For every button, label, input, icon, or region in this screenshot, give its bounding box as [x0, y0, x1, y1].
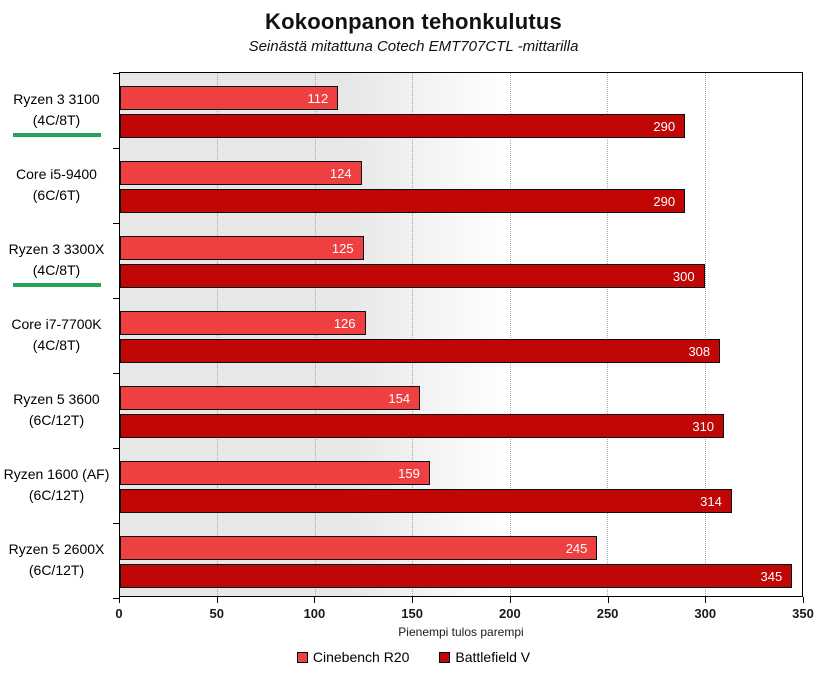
- y-axis-tick: [113, 298, 120, 299]
- legend-swatch: [439, 651, 451, 663]
- x-axis-tick-label: 100: [303, 606, 326, 621]
- y-axis-tick: [113, 448, 120, 449]
- category-label: Ryzen 3 3300X (4C/8T): [0, 222, 113, 297]
- category-cores-threads: (6C/6T): [32, 186, 81, 203]
- category-cores-threads: (4C/8T): [32, 261, 81, 278]
- category-cores-threads: (4C/8T): [32, 336, 81, 353]
- category-cores-threads: (6C/12T): [28, 561, 85, 578]
- category-name: Ryzen 3 3100: [13, 90, 100, 107]
- y-axis-tick: [113, 73, 120, 74]
- highlight-underline: [12, 133, 101, 137]
- x-axis-tick-label: 300: [694, 606, 717, 621]
- category-label: Core i7-7700K (4C/8T): [0, 297, 113, 372]
- x-axis-tick-label: 350: [792, 606, 814, 621]
- x-axis-tick: [119, 597, 120, 603]
- x-axis-tick: [216, 597, 218, 603]
- bar-value-label: 159: [398, 465, 420, 481]
- highlight-underline: [12, 283, 101, 287]
- x-axis-tick-label: 0: [115, 606, 123, 621]
- x-axis-tick-label: 150: [401, 606, 423, 621]
- gridline: [509, 73, 511, 596]
- x-axis-tick-label: 250: [596, 606, 619, 621]
- y-axis-tick: [113, 373, 120, 374]
- bar-value-label: 245: [565, 540, 588, 556]
- category-cores-threads: (6C/12T): [28, 486, 85, 503]
- gridline: [607, 73, 609, 596]
- category-name: Ryzen 3 3300X: [8, 240, 105, 257]
- category-name: Ryzen 5 2600X: [8, 540, 105, 557]
- bar-value-label: 310: [692, 418, 715, 434]
- bar-value-label: 308: [688, 343, 711, 359]
- y-axis-tick: [113, 598, 120, 599]
- y-axis-tick: [113, 523, 120, 524]
- x-axis-tick-label: 50: [209, 606, 224, 621]
- bar-value-label: 290: [653, 193, 676, 209]
- bar-cinebench-r20: 245: [120, 536, 598, 560]
- chart-title: Kokoonpanon tehonkulutus: [265, 9, 562, 34]
- plot-area: 112 290 124 290 125 300 126 308 154 310 159 314 245 3…: [113, 72, 803, 599]
- bar-value-label: 154: [388, 390, 411, 406]
- category-name: Core i7-7700K: [11, 315, 102, 332]
- category-cores-threads: (6C/12T): [28, 411, 85, 428]
- gridline: [412, 73, 414, 596]
- legend-label: Battlefield V: [455, 649, 531, 665]
- bar-battlefield-v: 290: [120, 189, 686, 213]
- category-label: Ryzen 3 3100 (4C/8T): [0, 72, 113, 147]
- bar-cinebench-r20: 126: [120, 311, 366, 335]
- bar-cinebench-r20: 159: [120, 461, 430, 485]
- category-label-column: Ryzen 3 3100 (4C/8T) Core i5-9400 (6C/6T) Ry…: [0, 72, 113, 597]
- y-axis-tick: [113, 223, 120, 224]
- category-label: Ryzen 1600 (AF) (6C/12T): [0, 447, 113, 522]
- category-name: Core i5-9400: [16, 165, 97, 182]
- x-axis-tick: [314, 597, 316, 603]
- bar-value-label: 345: [760, 568, 783, 584]
- legend-swatch: [296, 651, 308, 663]
- bar-value-label: 314: [700, 493, 722, 509]
- legend-item: Cinebench R20: [296, 649, 410, 665]
- category-label: Ryzen 5 3600 (6C/12T): [0, 372, 113, 447]
- bar-value-label: 112: [307, 90, 329, 106]
- bar-cinebench-r20: 124: [120, 161, 362, 185]
- x-axis-tick-label: 200: [498, 606, 521, 621]
- x-axis-tick: [705, 597, 707, 603]
- x-axis-tick: [607, 597, 609, 603]
- x-axis-tick: [509, 597, 511, 603]
- category-cores-threads: (4C/8T): [32, 111, 81, 128]
- bar-battlefield-v: 314: [120, 489, 732, 513]
- bar-battlefield-v: 308: [120, 339, 721, 363]
- bar-value-label: 300: [672, 268, 695, 284]
- x-axis-tick: [803, 597, 804, 603]
- chart-area: Ryzen 3 3100 (4C/8T) Core i5-9400 (6C/6T) Ry…: [0, 72, 827, 688]
- legend-label: Cinebench R20: [312, 649, 410, 665]
- bar-cinebench-r20: 112: [120, 86, 339, 110]
- bar-battlefield-v: 345: [120, 564, 793, 588]
- bar-cinebench-r20: 154: [120, 386, 421, 410]
- category-label: Ryzen 5 2600X (6C/12T): [0, 522, 113, 597]
- legend-item: Battlefield V: [439, 649, 530, 665]
- category-name: Ryzen 5 3600: [13, 390, 100, 407]
- bar-value-label: 125: [331, 240, 354, 256]
- x-axis-title: Pienempi tulos parempi: [398, 625, 524, 639]
- bar-value-label: 124: [329, 165, 352, 181]
- bar-battlefield-v: 310: [120, 414, 725, 438]
- category-name: Ryzen 1600 (AF): [3, 465, 110, 482]
- gridline: [704, 73, 706, 596]
- x-axis-tick: [412, 597, 414, 603]
- legend: Cinebench R20 Battlefield V: [0, 649, 827, 665]
- bar-value-label: 290: [653, 118, 676, 134]
- category-label: Core i5-9400 (6C/6T): [0, 147, 113, 222]
- bar-battlefield-v: 290: [120, 114, 686, 138]
- chart-subtitle: Seinästä mitattuna Cotech EMT707CTL -mit…: [248, 38, 579, 55]
- bar-value-label: 126: [333, 315, 356, 331]
- bar-cinebench-r20: 125: [120, 236, 364, 260]
- bar-battlefield-v: 300: [120, 264, 705, 288]
- y-axis-tick: [113, 148, 120, 149]
